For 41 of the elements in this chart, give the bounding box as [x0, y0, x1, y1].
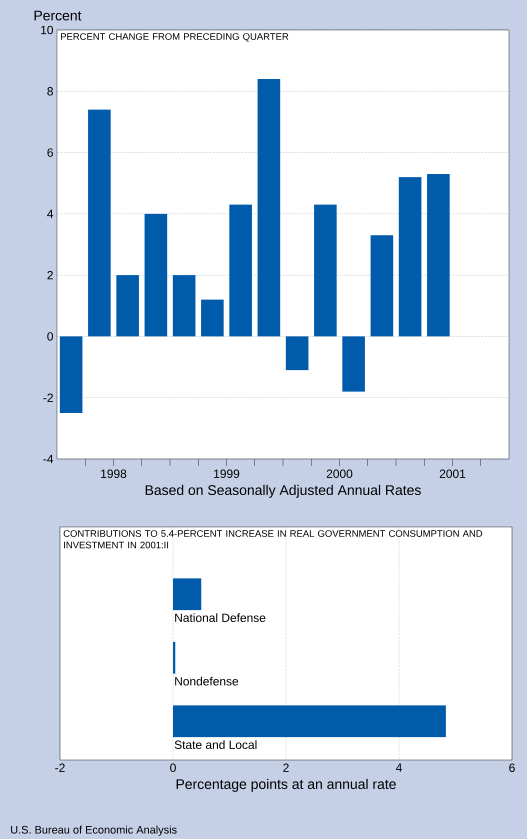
y-tick-label: -2 — [43, 394, 53, 402]
bar — [427, 174, 450, 336]
bar — [398, 177, 422, 336]
y-tick-label: -4 — [43, 454, 54, 464]
x-axis-title: Based on Seasonally Adjusted Annual Rates — [146, 484, 421, 498]
y-tick-label: 6 — [47, 148, 53, 157]
y-tick-label: 8 — [47, 87, 53, 96]
y-tick-label: 2 — [47, 270, 53, 280]
x-tick-label: 6 — [509, 764, 515, 772]
y-tick-label: State and Local — [174, 740, 256, 750]
bar — [201, 300, 224, 336]
bar — [172, 275, 196, 336]
bar — [173, 705, 446, 738]
bar — [314, 204, 337, 336]
y-axis-title: Percent — [34, 10, 82, 20]
bar — [60, 336, 82, 414]
y-tick-label: Nondefense — [175, 676, 238, 686]
bar — [370, 235, 394, 336]
y-tick-label: 10 — [41, 26, 54, 34]
x-tick-label: 4 — [396, 764, 402, 772]
bar — [116, 275, 139, 336]
bar — [229, 204, 252, 336]
x-tick-label: 2 — [283, 764, 289, 772]
bar — [342, 336, 365, 392]
bar — [144, 214, 168, 336]
y-tick-label: 4 — [47, 210, 54, 218]
x-tick-label: 2001 — [440, 470, 466, 478]
bar — [173, 578, 202, 610]
x-tick-label: 2000 — [326, 470, 352, 478]
y-tick-label: National Defense — [175, 613, 266, 622]
text: CONTRIBUTIONS TO 5.4-PERCENT INCREASE IN REAL GOVERNMENT CONSUMPTION AND INVESTMENT IN 2001:II — [64, 530, 482, 548]
bar — [88, 110, 111, 336]
x-tick-label: 1999 — [214, 470, 240, 478]
chart-title: PERCENT CHANGE FROM PRECEDING QUARTER — [60, 33, 288, 42]
x-axis-title: Percentage points at an annual rate — [176, 778, 396, 792]
x-tick-label: -2 — [55, 764, 65, 772]
text: U.S. Bureau of Economic Analysis — [11, 826, 177, 836]
bar — [258, 79, 280, 336]
x-tick-label: 1998 — [101, 470, 126, 478]
y-tick-label: 0 — [47, 332, 54, 341]
bar — [286, 336, 308, 370]
